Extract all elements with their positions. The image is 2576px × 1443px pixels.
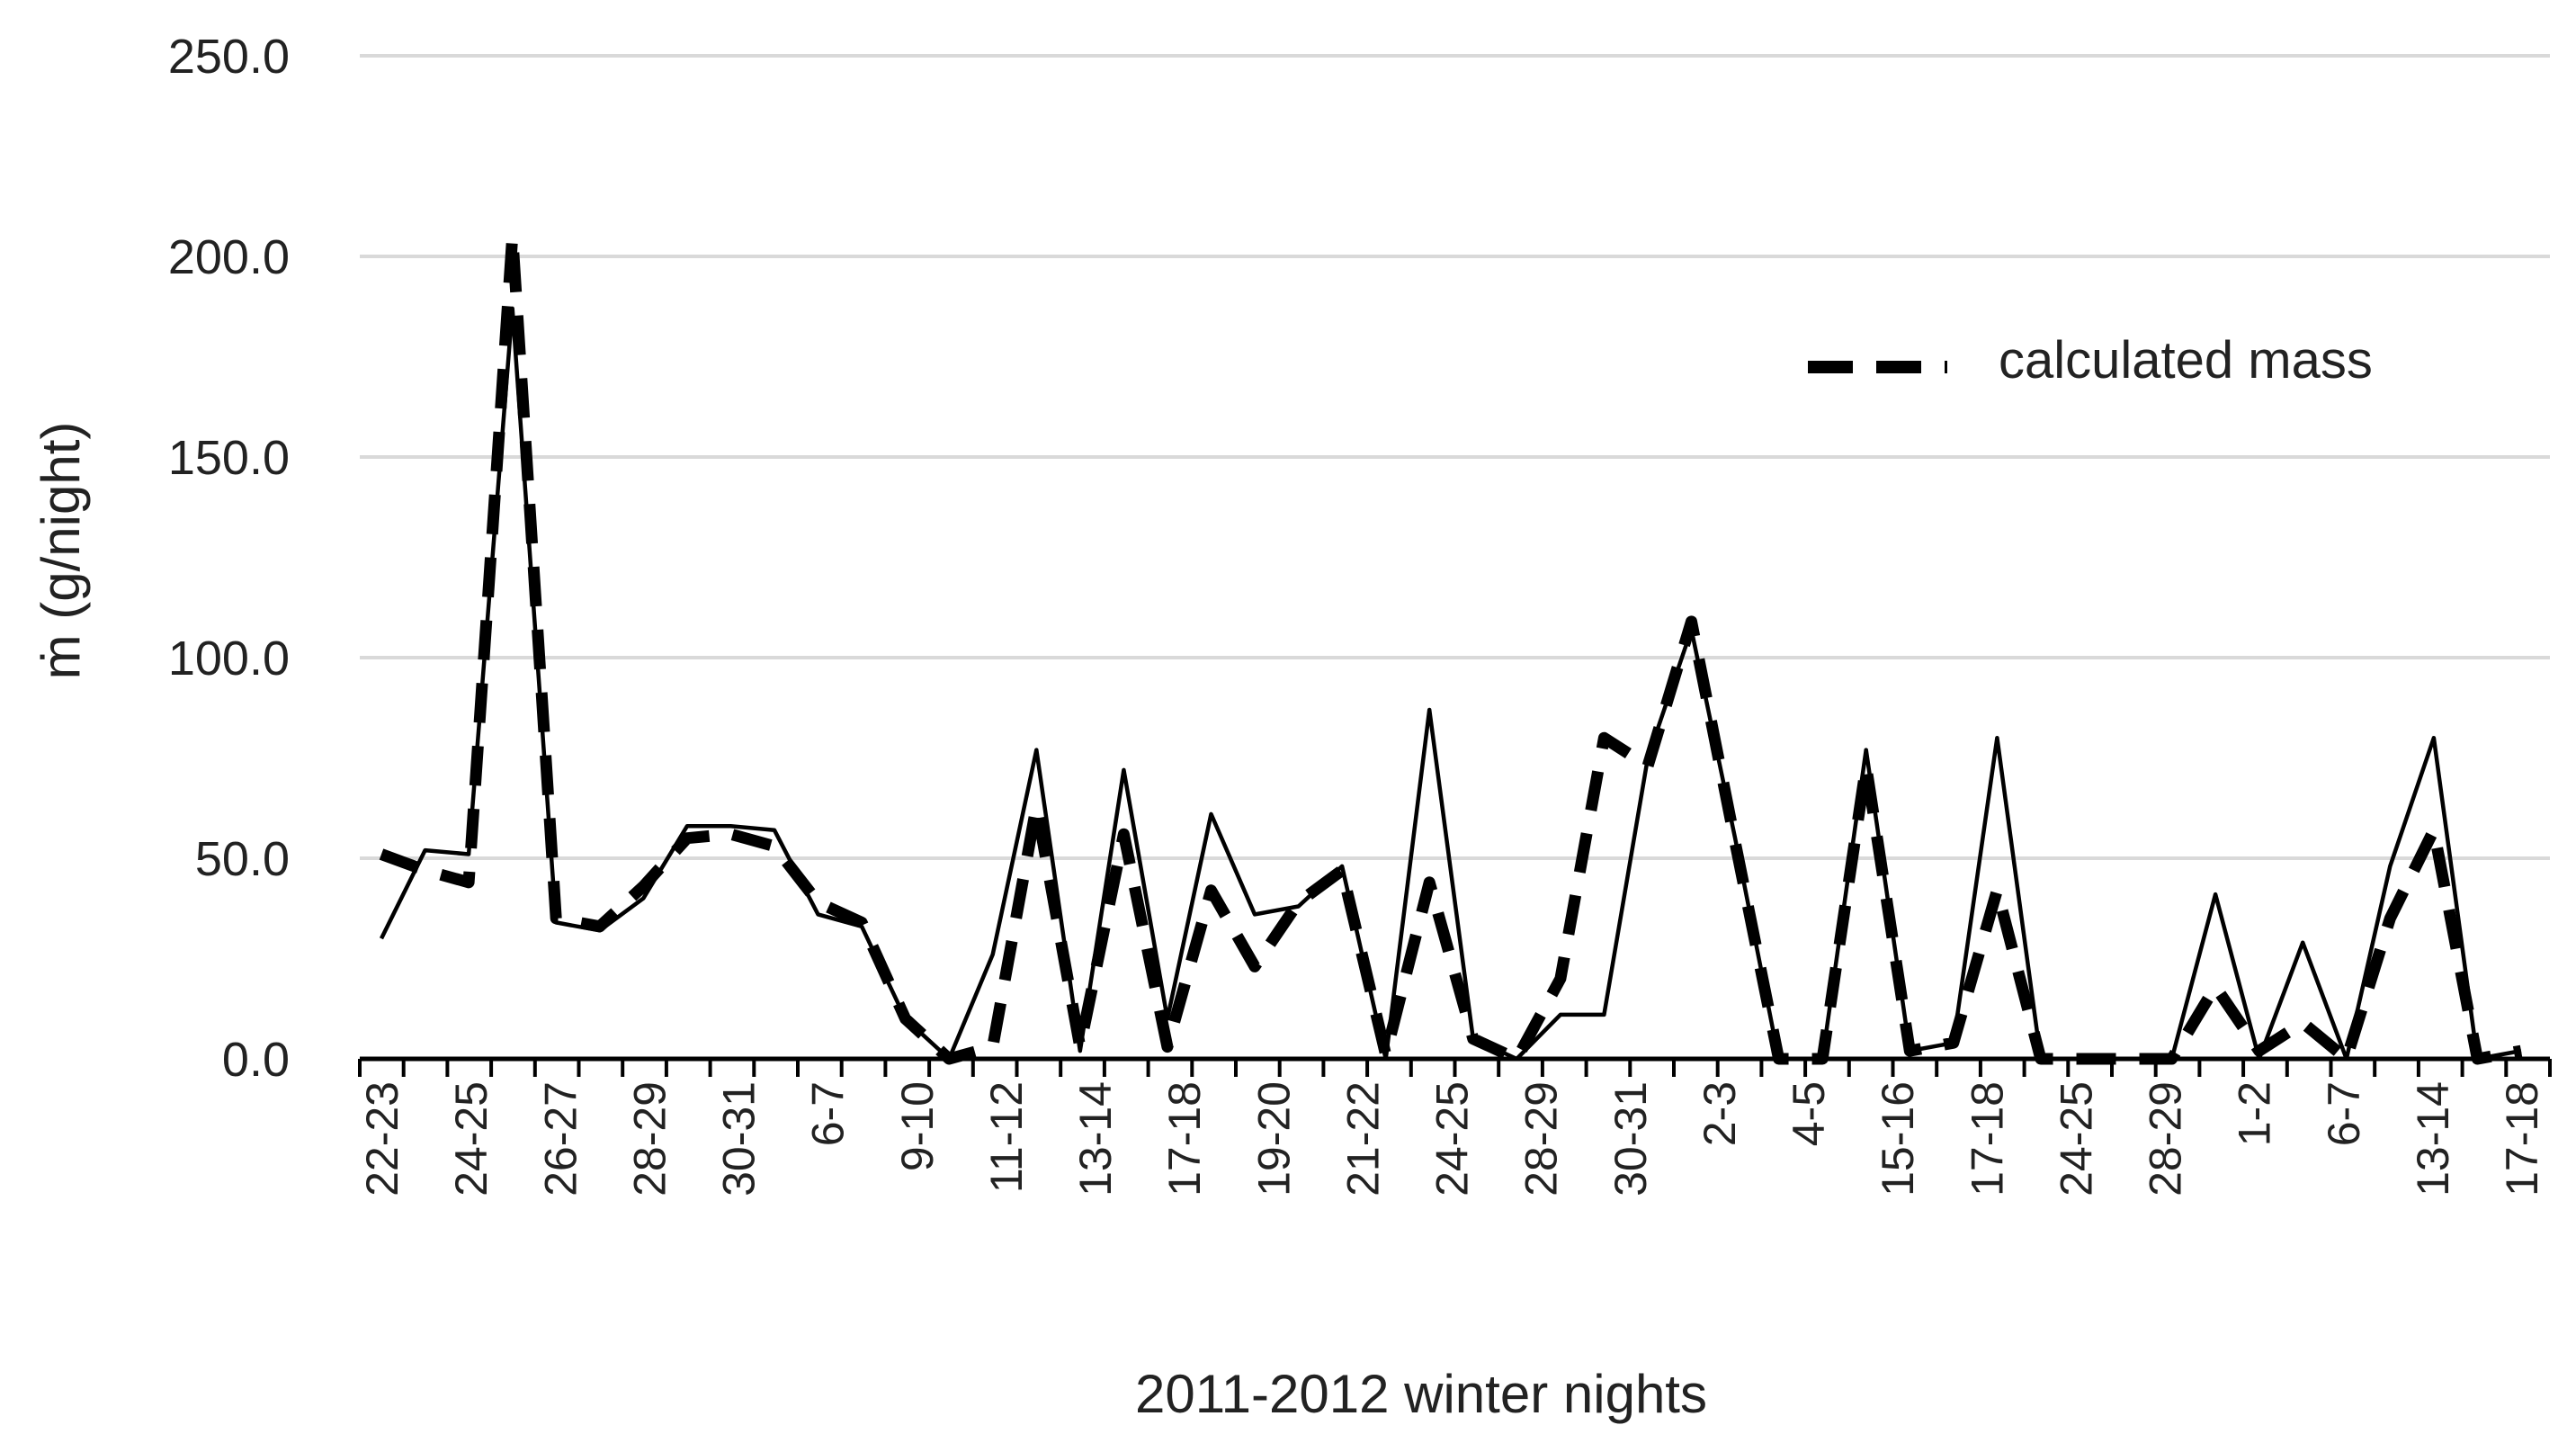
x-tick-label: 24-25 — [1427, 1081, 1478, 1197]
x-tick-label: 15-16 — [1873, 1081, 1923, 1197]
x-tick-label: 28-29 — [2141, 1081, 2191, 1197]
x-tick-label: 1-2 — [2230, 1081, 2280, 1146]
x-axis-ticks: 22-23 24-25 26-27 28-29 30-31 6-7 9-10 11-12 13-… — [357, 1081, 2547, 1197]
legend-label-calculated-mass: calculated mass — [1999, 331, 2373, 390]
x-tick-label: 22-23 — [357, 1081, 407, 1197]
y-tick-label: 100.0 — [168, 632, 290, 686]
x-tick-label: 6-7 — [2319, 1081, 2369, 1146]
y-axis-ticks: 0.0 50.0 100.0 150.0 200.0 250.0 — [168, 30, 290, 1087]
x-tick-label: 17-18 — [1962, 1081, 2012, 1197]
y-tick-label: 50.0 — [195, 832, 290, 886]
x-tick-label: 11-12 — [981, 1081, 1032, 1193]
x-tick-label: 26-27 — [535, 1081, 586, 1197]
gridlines — [360, 54, 2550, 860]
x-tick-label: 4-5 — [1784, 1081, 1834, 1146]
x-tick-label: 2-3 — [1695, 1081, 1745, 1146]
x-tick-label: 19-20 — [1248, 1081, 1299, 1197]
y-tick-label: 200.0 — [168, 230, 290, 284]
x-tick-label: 24-25 — [2051, 1081, 2101, 1197]
x-tick-label: 17-18 — [1159, 1081, 1210, 1197]
x-tick-label: 9-10 — [892, 1081, 943, 1171]
x-axis — [358, 1056, 2552, 1077]
x-tick-label: 30-31 — [714, 1081, 765, 1197]
y-axis-label: ṁ (g/night) — [31, 422, 91, 680]
y-tick-label: 250.0 — [168, 30, 290, 84]
x-tick-label: 24-25 — [446, 1081, 496, 1197]
x-tick-label: 17-18 — [2497, 1081, 2547, 1197]
x-axis-label: 2011-2012 winter nights — [1135, 1364, 1707, 1424]
y-tick-label: 0.0 — [222, 1033, 290, 1087]
x-tick-label: 28-29 — [1516, 1081, 1567, 1197]
x-tick-label: 13-14 — [1070, 1081, 1121, 1197]
x-tick-label: 21-22 — [1337, 1081, 1388, 1197]
x-tick-label: 28-29 — [624, 1081, 675, 1197]
x-tick-label: 13-14 — [2408, 1081, 2458, 1197]
x-tick-label: 6-7 — [803, 1081, 854, 1146]
y-tick-label: 150.0 — [168, 431, 290, 485]
legend: calculated mass — [1808, 331, 2373, 390]
x-tick-label: 30-31 — [1606, 1081, 1656, 1197]
